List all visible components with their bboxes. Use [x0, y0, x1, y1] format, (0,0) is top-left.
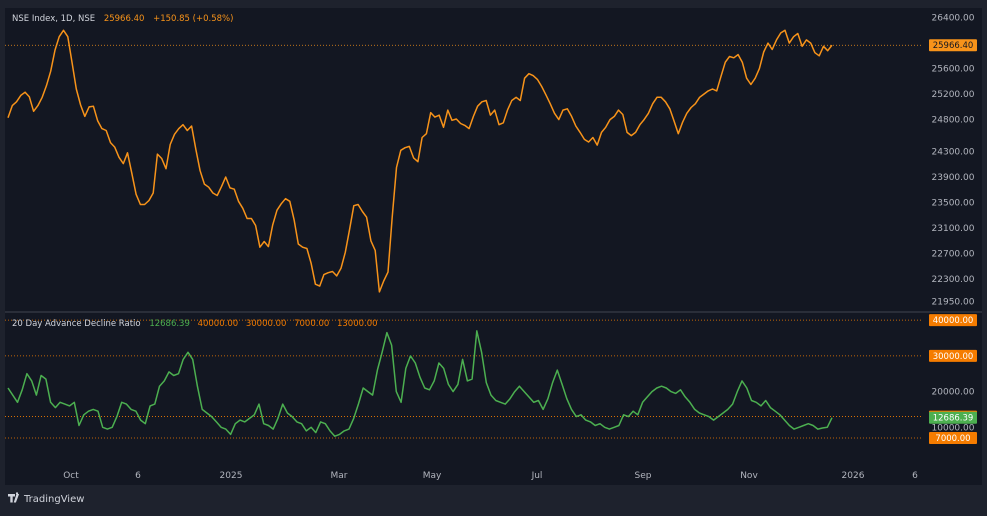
- time-tick-label: May: [423, 471, 442, 481]
- adr-level-tag: [929, 432, 977, 444]
- price-tick-label: 24300.00: [932, 148, 975, 158]
- adr-last-label: 12686.39: [933, 414, 974, 424]
- tradingview-branding[interactable]: TradingView: [7, 492, 84, 505]
- tradingview-logo-icon: [7, 492, 20, 503]
- time-tick-label: 6: [135, 471, 141, 481]
- price-last-tag: 25966.40: [929, 39, 977, 52]
- price-tick-label: 25200.00: [932, 90, 975, 100]
- adr-level-label: 7000.00: [935, 434, 970, 444]
- price-tick-label: 26400.00: [932, 14, 975, 24]
- price-pane[interactable]: [5, 8, 921, 311]
- symbol-change: +150.85 (+0.58%): [153, 14, 233, 24]
- indicator-level-2: 30000.00: [246, 319, 287, 329]
- adr-last-tag: 12686.39: [929, 411, 977, 424]
- indicator-value: 12686.39: [149, 319, 190, 329]
- adr-tick-label: 20000.00: [932, 388, 975, 398]
- symbol-name: NSE Index, 1D, NSE: [12, 14, 95, 24]
- indicator-name: 20 Day Advance Decline Ratio: [12, 319, 141, 329]
- time-tick-label: 2025: [220, 471, 243, 481]
- indicator-level-3: 7000.00: [294, 319, 329, 329]
- price-tick-label: 24800.00: [932, 116, 975, 126]
- adr-level-tag: [929, 314, 977, 327]
- time-tick-label: 6: [912, 471, 918, 481]
- price-tick-label: 22300.00: [932, 275, 975, 285]
- price-tick-label: 21950.00: [932, 297, 975, 307]
- price-last-label: 25966.40: [933, 41, 974, 51]
- tradingview-label: TradingView: [23, 494, 84, 505]
- time-axis[interactable]: [5, 463, 982, 485]
- price-tick-label: 23100.00: [932, 224, 975, 234]
- adr-level-label: 40000.00: [933, 316, 974, 326]
- indicator-title[interactable]: 20 Day Advance Decline Ratio 12686.39 40…: [12, 319, 378, 329]
- time-tick-label: Oct: [63, 471, 79, 481]
- adr-tick-label: 10000.00: [932, 423, 975, 433]
- time-tick-label: Mar: [331, 471, 348, 481]
- indicator-level-1: 40000.00: [198, 319, 239, 329]
- price-axis[interactable]: [921, 8, 982, 463]
- indicator-level-4: 13000.00: [337, 319, 378, 329]
- adr-level-label: 30000.00: [933, 352, 974, 362]
- time-tick-label: 2026: [842, 471, 865, 481]
- price-tick-label: 23900.00: [932, 173, 975, 183]
- time-tick-label: Nov: [740, 471, 758, 481]
- adr-series-line[interactable]: [7, 330, 833, 437]
- time-tick-label: Sep: [635, 471, 652, 481]
- symbol-last: 25966.40: [104, 14, 145, 24]
- price-tick-label: 22700.00: [932, 250, 975, 260]
- adr-level-tag: [929, 349, 977, 362]
- price-tick-label: 23500.00: [932, 199, 975, 209]
- price-series-line[interactable]: [7, 29, 833, 293]
- price-tick-label: 25600.00: [932, 65, 975, 75]
- indicator-pane[interactable]: [5, 313, 921, 463]
- symbol-title[interactable]: NSE Index, 1D, NSE 25966.40 +150.85 (+0.…: [12, 14, 233, 24]
- time-tick-label: Jul: [531, 471, 543, 481]
